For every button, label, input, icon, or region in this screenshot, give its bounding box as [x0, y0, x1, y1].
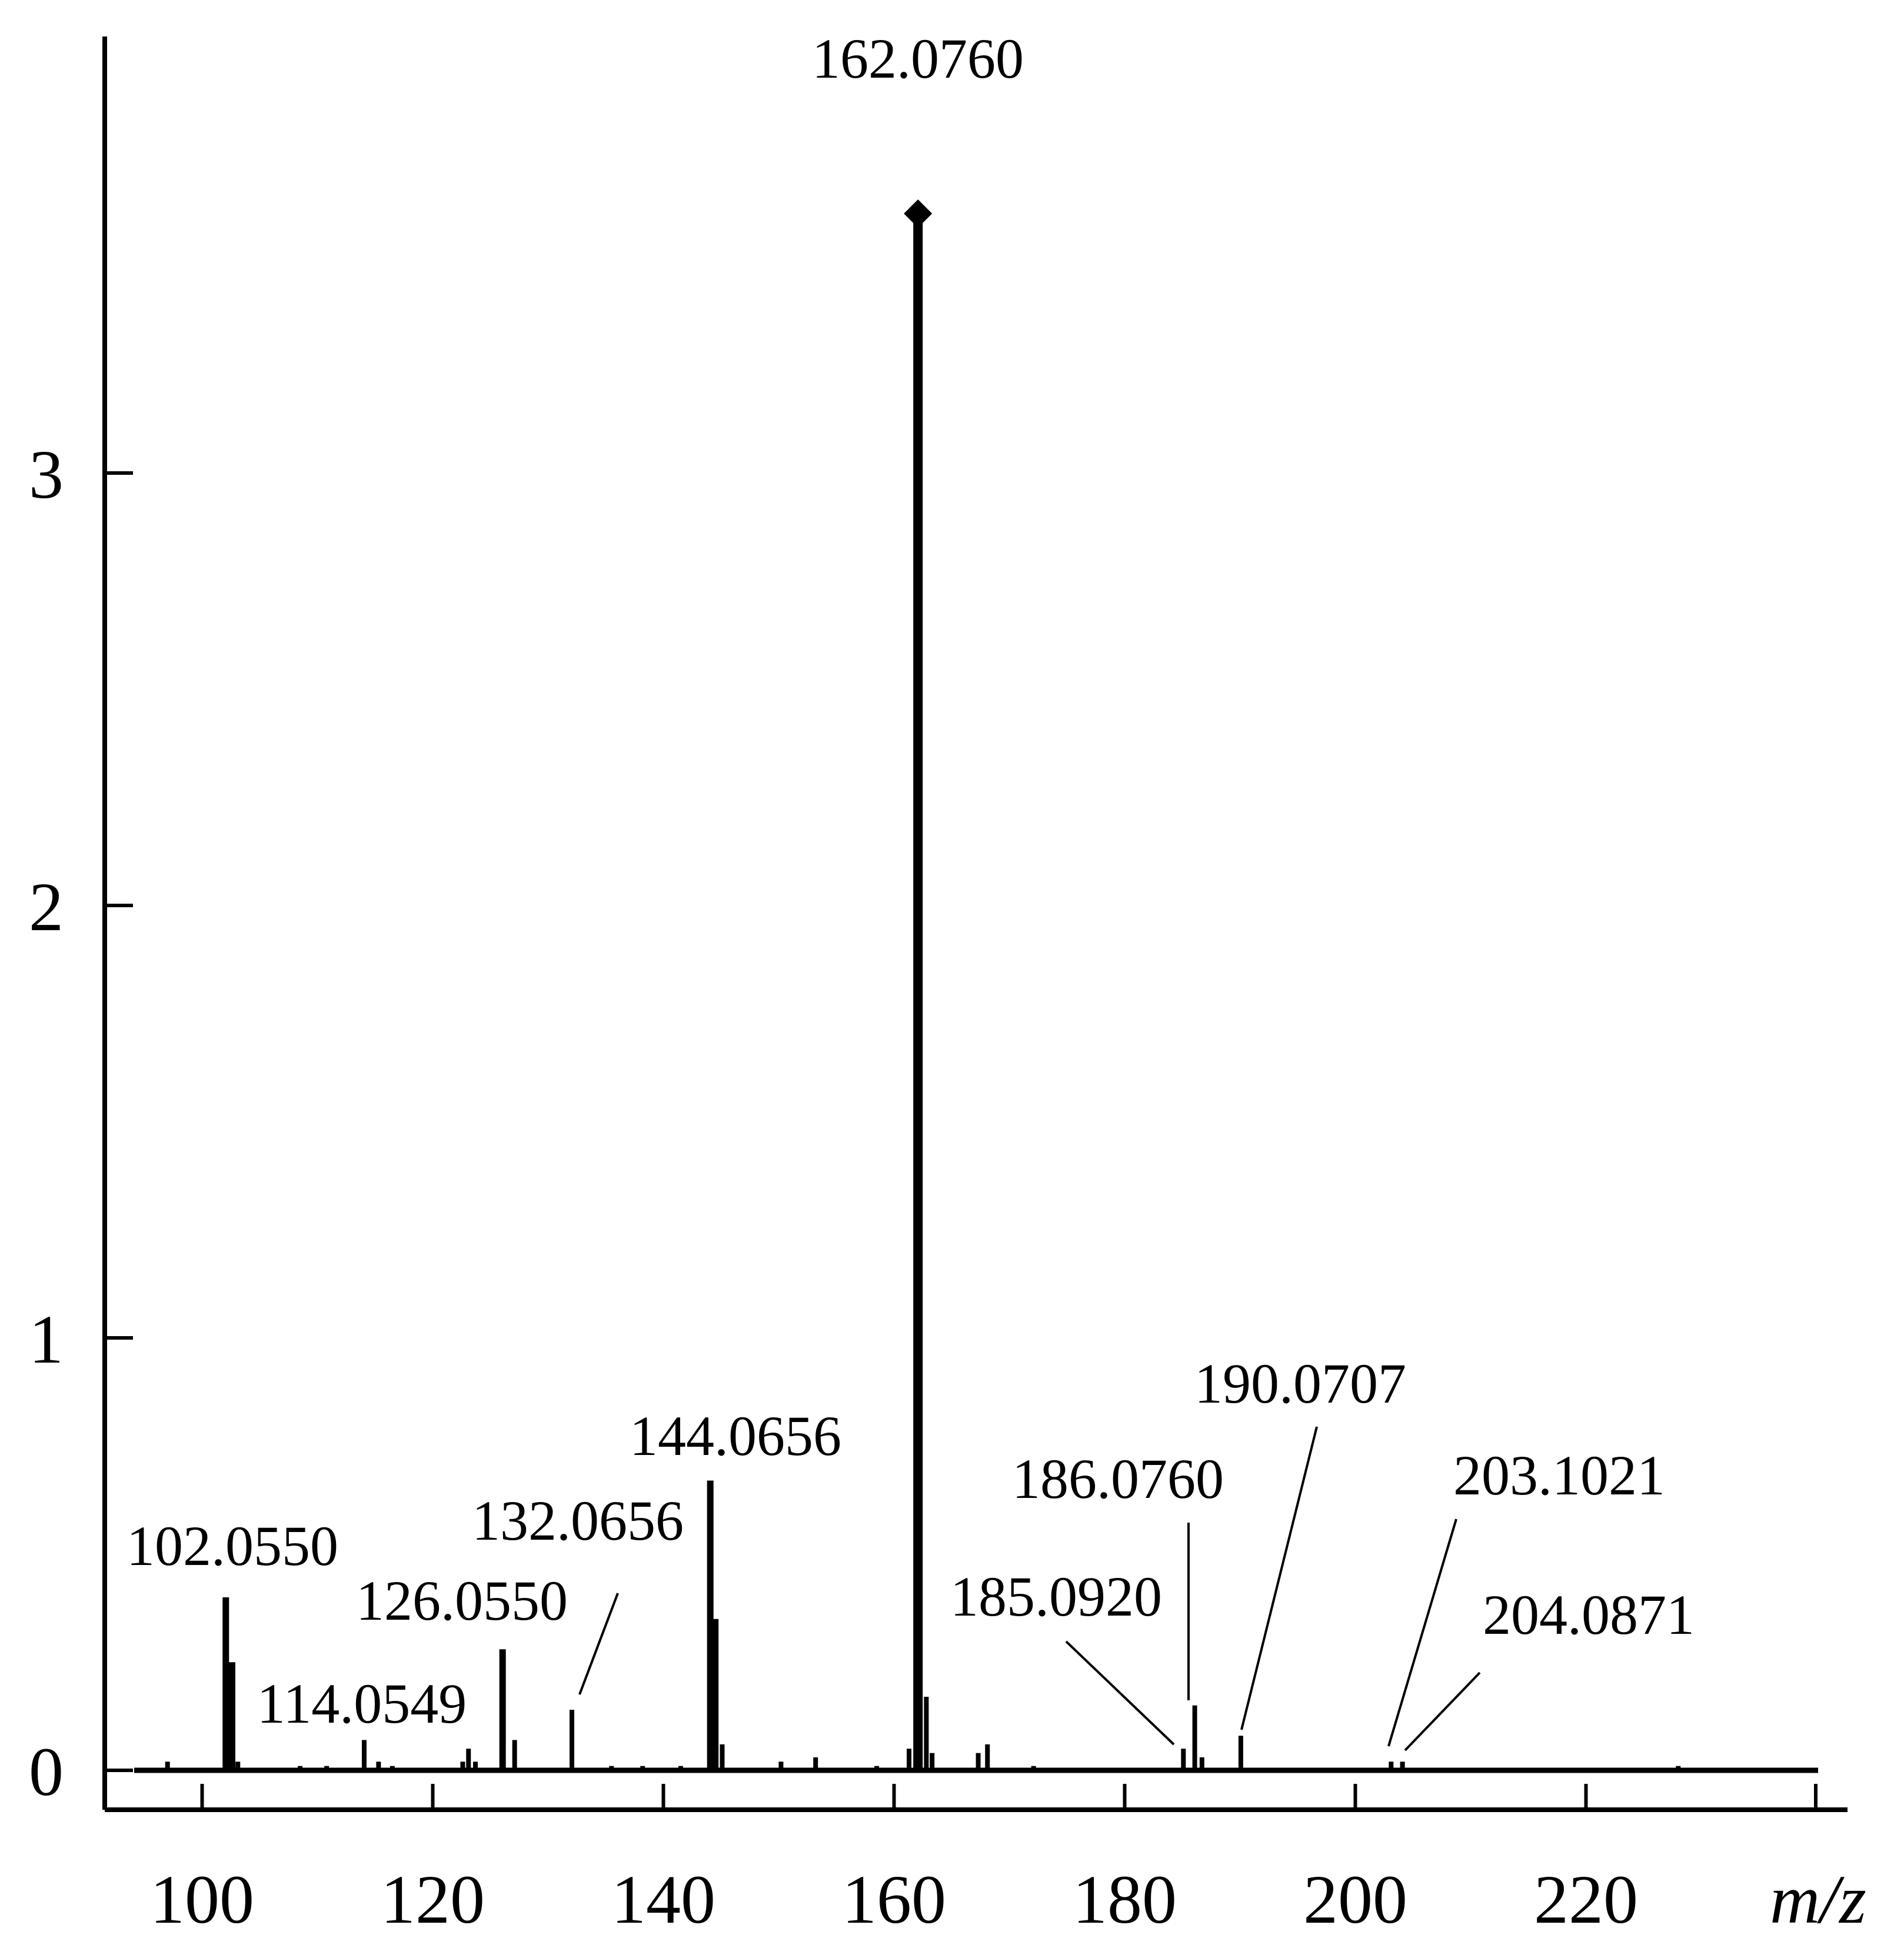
- y-tick-label: 2: [29, 868, 64, 945]
- peak-label: 204.0871: [1483, 1583, 1695, 1646]
- x-axis-title: m/z: [1770, 1861, 1866, 1938]
- peak-label: 190.0707: [1194, 1352, 1406, 1415]
- x-tick-label: 100: [150, 1861, 254, 1938]
- axes: 0 1 2 3 100 120 140 160 180 200 220 m/z: [29, 36, 1866, 1938]
- peak-label: 186.0760: [1012, 1447, 1224, 1510]
- x-tick-label: 200: [1303, 1861, 1407, 1938]
- y-tick-label: 1: [29, 1301, 64, 1378]
- peak-label: 144.0656: [630, 1404, 841, 1467]
- peak-label: 162.0760: [812, 27, 1024, 90]
- peak-label: 102.0550: [127, 1514, 338, 1577]
- peak-labels: 102.0550 114.0549 126.0550 132.0656 144.0656…: [127, 27, 1695, 1735]
- peak-label: 203.1021: [1453, 1444, 1665, 1507]
- label-leader-line: [1240, 1426, 1318, 1730]
- peaks-layer: [165, 199, 1681, 1770]
- x-tick-label: 220: [1534, 1861, 1638, 1938]
- x-tick-label: 160: [842, 1861, 946, 1938]
- x-tick-label: 180: [1073, 1861, 1177, 1938]
- x-tick-label: 140: [611, 1861, 715, 1938]
- label-leader-line: [1065, 1640, 1175, 1746]
- y-tick-label: 3: [29, 436, 64, 513]
- x-tick-label: 120: [381, 1861, 485, 1938]
- peak-label: 185.0920: [950, 1565, 1162, 1628]
- peak-label: 132.0656: [472, 1489, 684, 1552]
- y-tick-label: 0: [29, 1733, 64, 1810]
- label-leader-line: [1387, 1519, 1457, 1747]
- label-leader-line: [1404, 1671, 1481, 1751]
- peak-label: 126.0550: [356, 1569, 568, 1632]
- label-leader-line: [578, 1593, 619, 1695]
- base-peak-marker: [904, 199, 933, 228]
- peak-label: 114.0549: [257, 1672, 467, 1735]
- label-leader-lines: [578, 1426, 1481, 1751]
